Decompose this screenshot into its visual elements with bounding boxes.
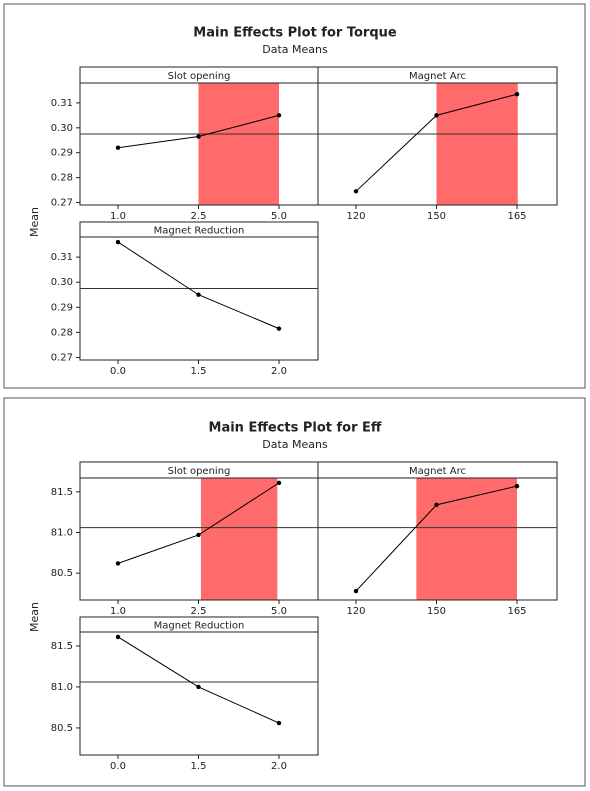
panel-title: Slot opening [168,466,231,477]
x-tick-label: 2.0 [271,366,287,377]
chart-title: Main Effects Plot for Torque [193,26,397,41]
data-point [276,720,282,726]
x-tick-label: 150 [427,211,446,222]
x-tick-label: 165 [507,606,526,617]
x-tick-label: 5.0 [271,606,287,617]
data-point [434,502,439,508]
x-tick-label: 2.5 [191,606,207,617]
x-tick-label: 120 [346,211,365,222]
y-tick-label: 0.29 [51,302,73,313]
chart-title: Main Effects Plot for Eff [209,421,382,436]
effect-line [117,241,280,330]
y-tick-label: 80.5 [51,568,73,579]
data-point [196,134,201,139]
data-point [115,561,121,566]
data-point [115,239,121,245]
data-point [353,189,359,194]
y-tick-label: 81.5 [51,487,73,498]
data-point [115,145,121,150]
x-tick-label: 1.5 [191,761,207,772]
data-point [276,113,282,118]
panel-frame [79,477,319,601]
panel-title: Magnet Arc [409,466,466,477]
highlight-region [436,83,518,205]
effect-line [117,636,280,724]
y-tick-label: 0.29 [51,148,73,159]
y-tick-label: 81.0 [51,682,73,693]
data-point [115,634,121,640]
panel-frame [317,477,558,601]
highlight-region [198,83,279,205]
data-point [196,532,201,538]
panel-frame [79,236,319,361]
y-tick-label: 0.28 [51,327,73,338]
panel-frame [79,631,319,756]
x-tick-label: 165 [507,211,526,222]
y-axis-label: Mean [28,602,41,632]
data-point [196,292,201,297]
x-tick-label: 0.0 [110,366,126,377]
y-tick-label: 0.31 [51,252,73,263]
y-axis-label: Mean [28,207,41,237]
data-point [434,113,439,118]
panel-title: Magnet Reduction [154,621,245,632]
x-tick-label: 2.0 [271,761,287,772]
panel-title: Slot opening [168,71,231,82]
y-tick-label: 81.5 [51,641,73,652]
x-tick-label: 0.0 [110,761,126,772]
panel-frame [317,82,558,206]
y-tick-label: 0.27 [51,198,73,209]
data-point [276,326,282,331]
y-tick-label: 80.5 [51,723,73,734]
y-tick-label: 0.27 [51,352,73,363]
chart-frame [3,3,586,389]
y-tick-label: 0.31 [51,98,73,109]
panel-title: Magnet Reduction [154,226,245,237]
chart-subtitle: Data Means [262,438,328,451]
data-point [196,684,201,690]
x-tick-label: 120 [346,606,365,617]
y-tick-label: 0.30 [51,123,73,134]
panel-title: Magnet Arc [409,71,466,82]
data-point [353,588,359,594]
x-tick-label: 1.0 [110,606,126,617]
x-tick-label: 2.5 [191,211,207,222]
x-tick-label: 1.5 [191,366,207,377]
data-point [276,480,282,486]
y-tick-label: 81.0 [51,527,73,538]
highlight-region [416,478,517,600]
data-point [514,483,520,489]
chart-frame [3,397,586,787]
x-tick-label: 1.0 [110,211,126,222]
highlight-region [200,478,278,600]
x-tick-label: 150 [427,606,446,617]
y-tick-label: 0.28 [51,173,73,184]
x-tick-label: 5.0 [271,211,287,222]
data-point [514,92,520,97]
chart-subtitle: Data Means [262,43,328,56]
y-tick-label: 0.30 [51,277,73,288]
